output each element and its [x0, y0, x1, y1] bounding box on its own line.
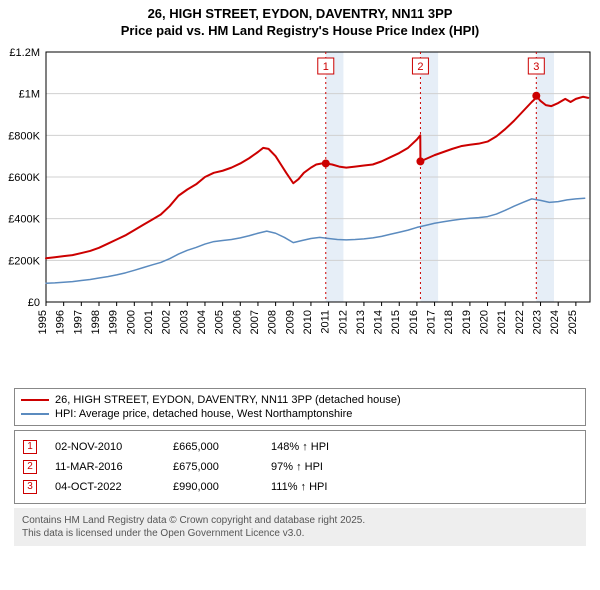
title-block: 26, HIGH STREET, EYDON, DAVENTRY, NN11 3… [0, 0, 600, 42]
svg-text:2017: 2017 [426, 310, 438, 334]
svg-text:2011: 2011 [320, 310, 332, 334]
sale-pct: 148% ↑ HPI [271, 441, 329, 453]
chart: £0 £200K £400K £600K £800K £1M £1.2M 1995 1996 19… [0, 42, 600, 382]
svg-text:2012: 2012 [337, 310, 349, 334]
svg-text:2015: 2015 [390, 310, 402, 334]
svg-text:2000: 2000 [125, 310, 137, 334]
license-note: Contains HM Land Registry data © Crown c… [14, 508, 586, 546]
svg-text:2021: 2021 [496, 310, 508, 334]
svg-text:£0: £0 [28, 297, 40, 309]
sale-pct: 111% ↑ HPI [271, 481, 327, 493]
svg-text:1997: 1997 [72, 310, 84, 334]
license-line-1: Contains HM Land Registry data © Crown c… [22, 514, 578, 527]
svg-text:2002: 2002 [161, 310, 173, 334]
svg-text:2024: 2024 [549, 310, 561, 334]
svg-text:1999: 1999 [108, 310, 120, 334]
legend-row: HPI: Average price, detached house, West… [21, 407, 579, 421]
sale-date: 11-MAR-2016 [55, 461, 155, 473]
legend: 26, HIGH STREET, EYDON, DAVENTRY, NN11 3… [14, 388, 586, 426]
svg-text:2013: 2013 [355, 310, 367, 334]
svg-text:3: 3 [533, 61, 539, 73]
sale-price: £665,000 [173, 441, 253, 453]
sale-date: 02-NOV-2010 [55, 441, 155, 453]
sale-price: £675,000 [173, 461, 253, 473]
legend-label: HPI: Average price, detached house, West… [55, 408, 352, 420]
svg-text:2023: 2023 [532, 310, 544, 334]
svg-text:1995: 1995 [37, 310, 49, 334]
svg-text:2018: 2018 [443, 310, 455, 334]
sales-table: 1 02-NOV-2010 £665,000 148% ↑ HPI 2 11-MAR-20… [14, 430, 586, 504]
legend-swatch [21, 399, 49, 401]
svg-text:1998: 1998 [90, 310, 102, 334]
legend-swatch [21, 413, 49, 415]
svg-text:2022: 2022 [514, 310, 526, 334]
sale-marker: 2 [23, 460, 37, 474]
chart-svg: £0 £200K £400K £600K £800K £1M £1.2M 1995 1996 19… [0, 42, 600, 382]
svg-text:2009: 2009 [284, 310, 296, 334]
svg-text:2006: 2006 [231, 310, 243, 334]
svg-text:£400K: £400K [8, 213, 40, 225]
svg-text:2019: 2019 [461, 310, 473, 334]
sale-marker: 3 [23, 480, 37, 494]
svg-text:2007: 2007 [249, 310, 261, 334]
sale-price: £990,000 [173, 481, 253, 493]
sale-row: 1 02-NOV-2010 £665,000 148% ↑ HPI [23, 437, 577, 457]
svg-text:2: 2 [417, 61, 423, 73]
svg-text:£800K: £800K [8, 130, 40, 142]
svg-text:£1.2M: £1.2M [9, 47, 40, 59]
svg-text:2001: 2001 [143, 310, 155, 334]
title-line-1: 26, HIGH STREET, EYDON, DAVENTRY, NN11 3… [0, 6, 600, 23]
svg-text:£1M: £1M [19, 88, 40, 100]
svg-text:2003: 2003 [178, 310, 190, 334]
svg-text:1: 1 [323, 61, 329, 73]
sale-row: 2 11-MAR-2016 £675,000 97% ↑ HPI [23, 457, 577, 477]
sale-marker: 1 [23, 440, 37, 454]
sale-pct: 97% ↑ HPI [271, 461, 323, 473]
svg-text:£200K: £200K [8, 255, 40, 267]
svg-text:2014: 2014 [373, 310, 385, 334]
sale-row: 3 04-OCT-2022 £990,000 111% ↑ HPI [23, 477, 577, 497]
title-line-2: Price paid vs. HM Land Registry's House … [0, 23, 600, 40]
svg-text:2020: 2020 [479, 310, 491, 334]
svg-text:£600K: £600K [8, 172, 40, 184]
svg-text:2005: 2005 [214, 310, 226, 334]
svg-text:2010: 2010 [302, 310, 314, 334]
license-line-2: This data is licensed under the Open Gov… [22, 527, 578, 540]
svg-text:2004: 2004 [196, 310, 208, 334]
svg-text:1996: 1996 [55, 310, 67, 334]
svg-text:2025: 2025 [567, 310, 579, 334]
page-container: 26, HIGH STREET, EYDON, DAVENTRY, NN11 3… [0, 0, 600, 546]
svg-text:2008: 2008 [267, 310, 279, 334]
legend-row: 26, HIGH STREET, EYDON, DAVENTRY, NN11 3… [21, 393, 579, 407]
legend-label: 26, HIGH STREET, EYDON, DAVENTRY, NN11 3… [55, 394, 401, 406]
sale-date: 04-OCT-2022 [55, 481, 155, 493]
svg-text:2016: 2016 [408, 310, 420, 334]
